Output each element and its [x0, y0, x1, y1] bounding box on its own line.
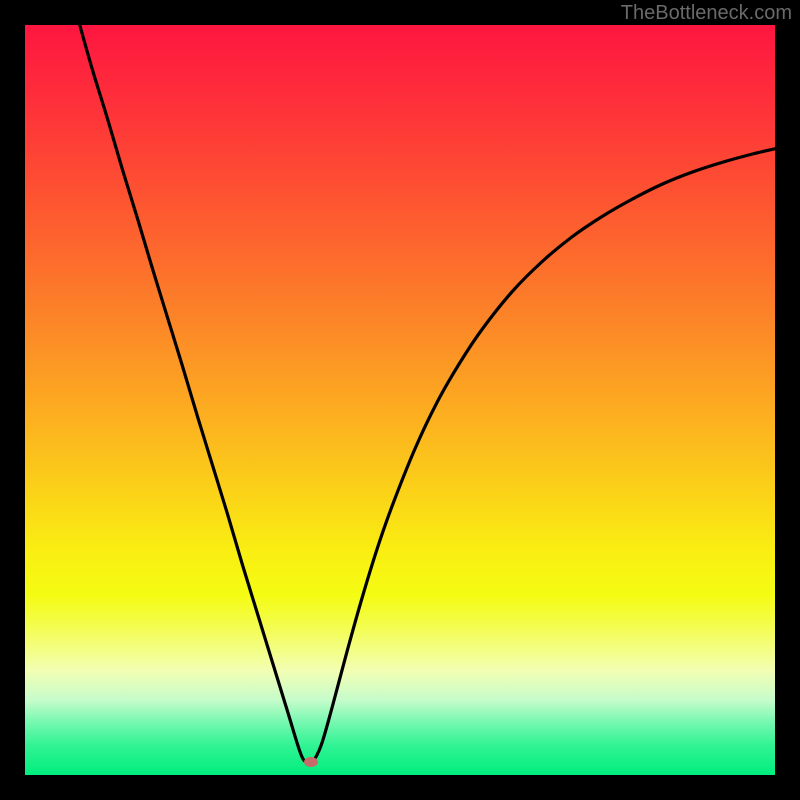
plot-area: [25, 25, 775, 775]
minimum-marker: [304, 757, 318, 767]
watermark-text: TheBottleneck.com: [621, 2, 792, 25]
curve-line: [25, 25, 775, 775]
